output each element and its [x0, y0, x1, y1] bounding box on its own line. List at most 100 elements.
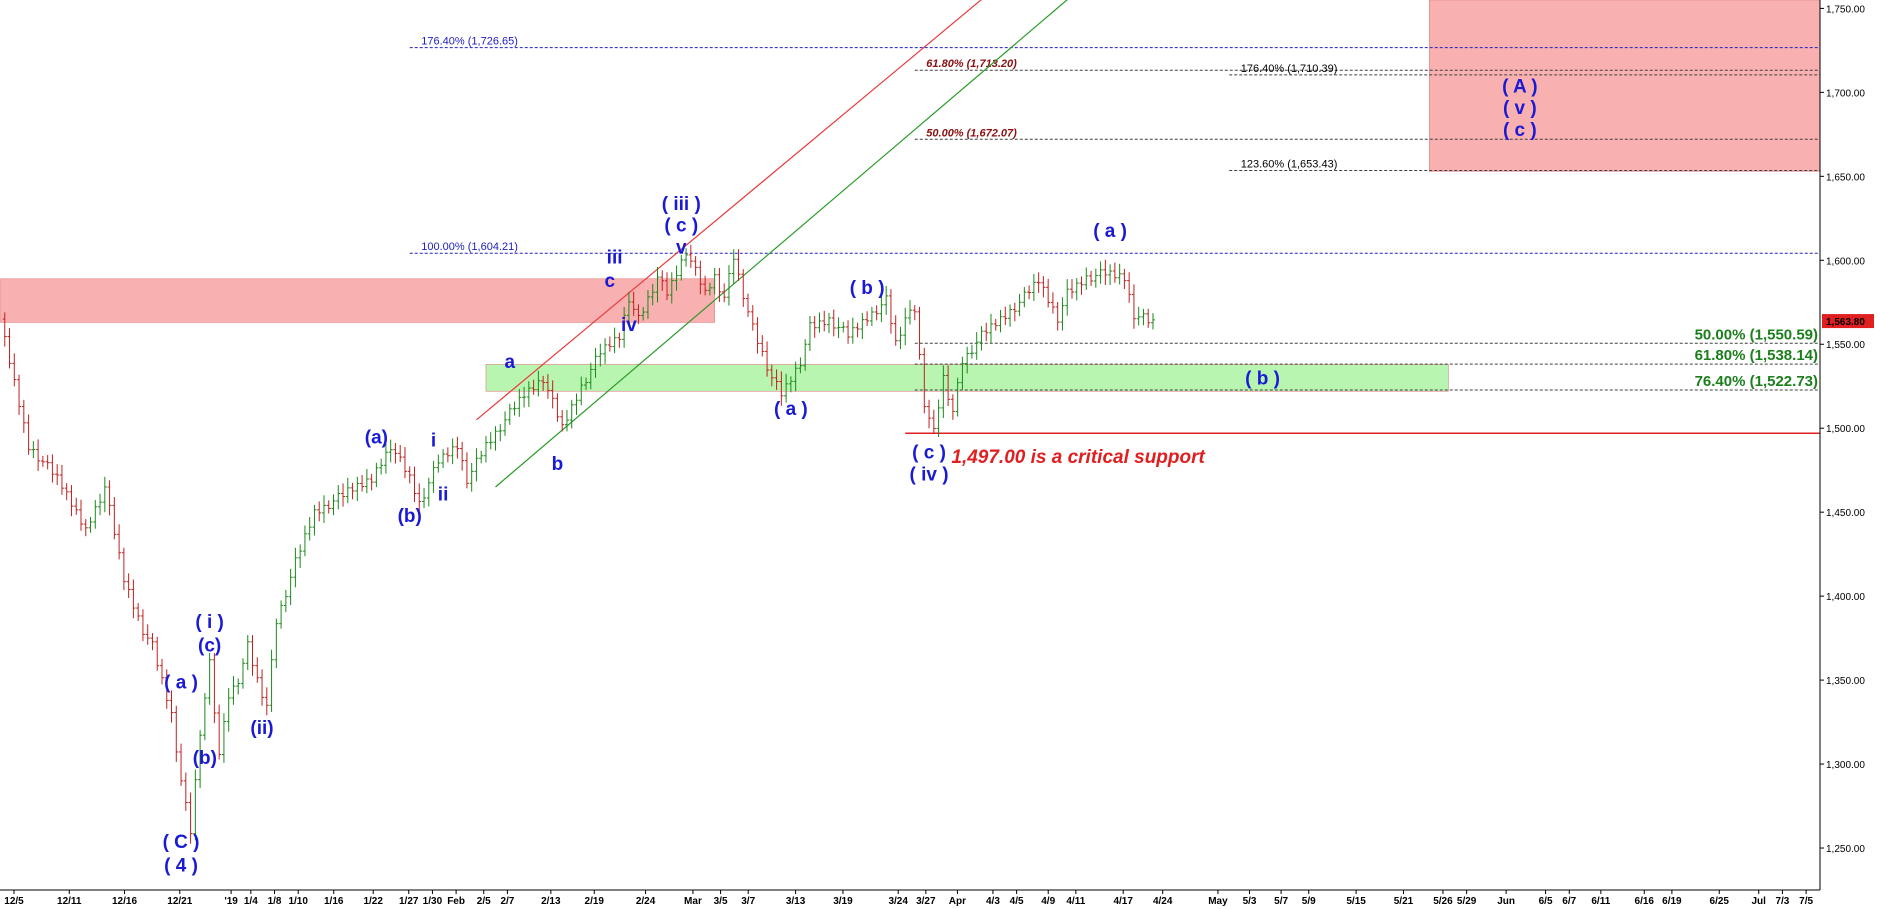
wave-label: ( C ) — [163, 832, 200, 853]
wave-label: c — [605, 271, 616, 292]
last-price-label: 1,563.80 — [1826, 317, 1865, 328]
wave-label: (c) — [198, 636, 221, 657]
fib-level-label: 76.40% (1,522.73) — [1695, 373, 1818, 390]
resistance-zone — [0, 278, 715, 323]
x-tick-label: 1/30 — [423, 896, 443, 907]
wave-label: v — [676, 238, 687, 259]
fib-level-label: 50.00% (1,550.59) — [1695, 326, 1818, 343]
x-tick-label: 12/5 — [4, 896, 24, 907]
wave-label: b — [552, 454, 564, 475]
wave-label: i — [431, 431, 436, 452]
wave-labels-layer: ( C )( 4 )( a )(b)( i )(c)(ii)(a)(b)iiia… — [163, 76, 1538, 876]
trend-lines-layer — [476, 0, 1068, 488]
green-channel-line — [495, 0, 1068, 488]
wave-label: ( iii ) — [662, 194, 701, 215]
red-channel-line — [476, 0, 982, 421]
fib-levels-layer: 176.40% (1,726.65) 61.80% (1,713.20) 176.4… — [409, 36, 1820, 434]
y-tick-label: 1,550.00 — [1826, 340, 1865, 351]
y-tick-label: 1,500.00 — [1826, 424, 1865, 435]
zones-layer — [0, 0, 1821, 392]
wave-label: ( a ) — [164, 672, 198, 693]
critical-support-annotation: 1,497.00 is a critical support — [951, 447, 1205, 468]
x-tick-label: 6/5 — [1539, 896, 1553, 907]
wave-label: ( iv ) — [910, 464, 949, 485]
x-tick-label: 5/15 — [1346, 896, 1366, 907]
x-tick-label: 5/26 — [1433, 896, 1453, 907]
wave-label: ii — [438, 484, 449, 505]
wave-label: ( a ) — [774, 399, 808, 420]
wave-label: a — [505, 352, 516, 373]
x-tick-label: 3/7 — [741, 896, 755, 907]
x-tick-label: 5/9 — [1302, 896, 1316, 907]
x-tick-label: 1/27 — [399, 896, 419, 907]
y-tick-label: 1,300.00 — [1826, 760, 1865, 771]
x-tick-label: 3/13 — [786, 896, 806, 907]
x-tick-label: 3/27 — [916, 896, 936, 907]
x-tick-label: 1/22 — [363, 896, 383, 907]
wave-label: ( b ) — [850, 278, 885, 299]
fib-level-label: 61.80% (1,713.20) — [926, 58, 1017, 70]
fib-level-label: 61.80% (1,538.14) — [1695, 347, 1818, 364]
wave-label: ( c ) — [664, 216, 698, 237]
x-tick-label: Apr — [949, 896, 966, 907]
x-tick-label: 4/3 — [986, 896, 1000, 907]
x-tick-label: 6/7 — [1562, 896, 1576, 907]
x-tick-label: 2/5 — [477, 896, 491, 907]
y-tick-label: 1,450.00 — [1826, 508, 1865, 519]
x-tick-label: 4/5 — [1010, 896, 1024, 907]
wave-label: iii — [607, 248, 623, 269]
x-tick-label: 4/17 — [1113, 896, 1133, 907]
x-tick-label: Feb — [447, 896, 465, 907]
y-tick-label: 1,650.00 — [1826, 172, 1865, 183]
x-tick-label: 6/16 — [1635, 896, 1655, 907]
wave-label: ( c ) — [912, 442, 946, 463]
y-tick-label: 1,350.00 — [1826, 676, 1865, 687]
x-tick-label: 4/9 — [1041, 896, 1055, 907]
target-zone — [1429, 0, 1821, 172]
x-tick-label: 2/24 — [636, 896, 656, 907]
x-tick-label: 2/13 — [541, 896, 561, 907]
x-tick-label: 5/21 — [1394, 896, 1414, 907]
fib-level-label: 50.00% (1,672.07) — [926, 127, 1017, 139]
wave-label: (a) — [365, 427, 388, 448]
wave-label: ( v ) — [1503, 98, 1537, 119]
x-tick-label: 6/11 — [1591, 896, 1610, 907]
x-tick-label: 1/10 — [288, 896, 308, 907]
x-tick-label: May — [1208, 896, 1228, 907]
x-tick-label: 1/4 — [244, 896, 258, 907]
x-tick-label: 6/19 — [1662, 896, 1682, 907]
wave-label: (ii) — [250, 718, 273, 739]
wave-label: (b) — [398, 506, 422, 527]
y-tick-label: 1,250.00 — [1826, 844, 1865, 855]
y-tick-label: 1,400.00 — [1826, 592, 1865, 603]
x-tick-label: 4/24 — [1153, 896, 1173, 907]
wave-label: ( c ) — [1503, 120, 1537, 141]
price-series-layer — [2, 244, 1155, 844]
x-tick-label: 1/8 — [268, 896, 282, 907]
x-tick-label: '19 — [224, 896, 238, 907]
x-tick-label: Mar — [684, 896, 702, 907]
x-tick-label: 3/5 — [714, 896, 728, 907]
wave-label: (b) — [193, 748, 217, 769]
wave-label: iv — [621, 315, 637, 336]
x-tick-label: Jul — [1752, 896, 1767, 907]
x-tick-label: 5/3 — [1243, 896, 1257, 907]
fib-level-label: 176.40% (1,726.65) — [421, 36, 518, 48]
wave-label: ( a ) — [1093, 221, 1127, 242]
y-tick-label: 1,600.00 — [1826, 256, 1865, 267]
last-price-tag — [1822, 314, 1874, 329]
x-tick-label: 7/3 — [1775, 896, 1789, 907]
wave-label: ( b ) — [1245, 369, 1280, 390]
wave-label: ( A ) — [1502, 76, 1538, 97]
fib-level-label: 100.00% (1,604.21) — [421, 241, 518, 253]
x-tick-label: 7/5 — [1799, 896, 1813, 907]
wave-label: ( i ) — [195, 612, 224, 633]
fib-level-label: 123.60% (1,653.43) — [1241, 159, 1338, 171]
x-tick-label: 12/16 — [112, 896, 137, 907]
x-tick-label: Jun — [1497, 896, 1515, 907]
y-tick-label: 1,700.00 — [1826, 88, 1865, 99]
fib-level-label: 176.40% (1,710.39) — [1241, 63, 1338, 75]
x-tick-label: 3/19 — [833, 896, 853, 907]
